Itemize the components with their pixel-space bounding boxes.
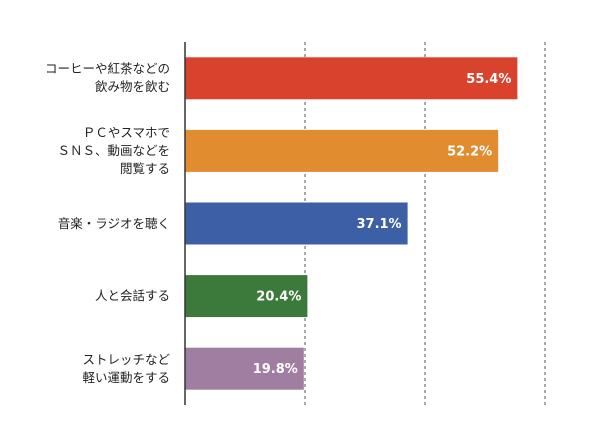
bar [185,202,408,245]
value-label: 37.1% [356,217,401,232]
value-label: 55.4% [466,72,511,87]
bar [185,275,308,318]
value-label: 20.4% [256,290,301,305]
value-label: 19.8% [253,362,298,377]
category-label: ストレッチなど 軽い運動をする [82,351,170,385]
bar [185,347,304,390]
bar [185,57,518,100]
category-label: 人と会話する [94,288,170,304]
category-label: コーヒーや紅茶などの 飲み物を飲む [44,61,170,95]
value-label: 52.2% [447,144,492,159]
category-label: ＰＣやスマホで ＳＮＳ、動画などを 閲覧する [57,124,170,176]
bar [185,129,499,172]
category-label: 音楽・ラジオを聴く [57,215,170,231]
